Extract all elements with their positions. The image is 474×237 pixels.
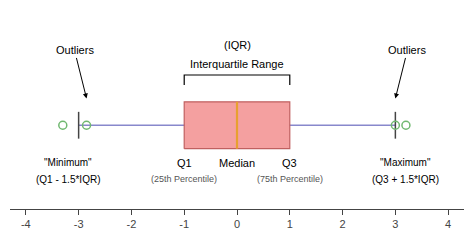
svg-text:(75th Percentile): (75th Percentile)	[257, 174, 323, 184]
svg-text:-3: -3	[74, 218, 84, 230]
svg-text:Q1: Q1	[177, 157, 192, 169]
svg-text:3: 3	[392, 218, 398, 230]
svg-text:(IQR): (IQR)	[224, 39, 251, 51]
svg-text:4: 4	[445, 218, 451, 230]
svg-text:Outliers: Outliers	[388, 44, 426, 56]
svg-text:(Q1 - 1.5*IQR): (Q1 - 1.5*IQR)	[36, 174, 100, 185]
svg-text:-1: -1	[179, 218, 189, 230]
svg-text:(25th Percentile): (25th Percentile)	[151, 174, 217, 184]
svg-text:Interquartile Range: Interquartile Range	[190, 58, 284, 70]
svg-text:"Maximum": "Maximum"	[380, 157, 431, 168]
svg-text:Median: Median	[219, 157, 255, 169]
svg-text:"Minimum": "Minimum"	[44, 157, 92, 168]
svg-text:-4: -4	[21, 218, 31, 230]
svg-text:Outliers: Outliers	[56, 44, 94, 56]
svg-text:1: 1	[287, 218, 293, 230]
svg-text:Q3: Q3	[282, 157, 297, 169]
svg-text:0: 0	[234, 218, 240, 230]
svg-text:2: 2	[340, 218, 346, 230]
svg-text:(Q3 + 1.5*IQR): (Q3 + 1.5*IQR)	[372, 174, 439, 185]
svg-text:-2: -2	[127, 218, 137, 230]
